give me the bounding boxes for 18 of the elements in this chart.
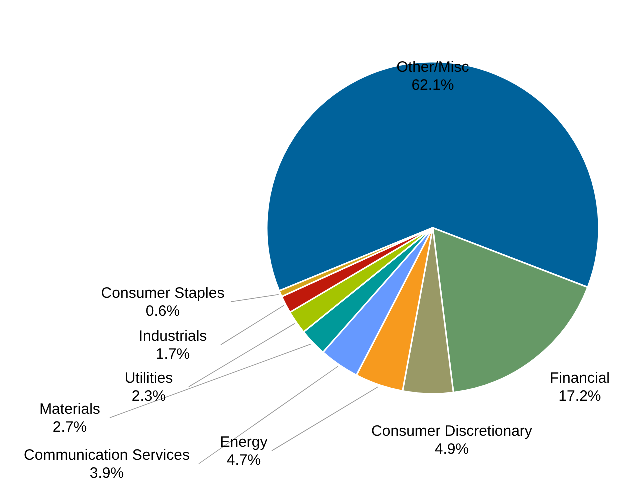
slice-label: Utilities	[124, 370, 174, 387]
slice-label: Industrials	[138, 328, 208, 345]
data-label: 1.7%	[156, 346, 190, 363]
data-label: 2.3%	[132, 388, 166, 405]
slice-label: Energy	[220, 434, 268, 451]
data-label: 0.6%	[146, 303, 180, 320]
slice-label: Communication Services	[24, 447, 190, 464]
slice-label: Other/Misc	[396, 59, 470, 76]
slice-label: Materials	[40, 401, 100, 418]
data-label: 4.7%	[226, 452, 262, 469]
data-label: 4.9%	[434, 441, 470, 458]
data-label: 2.7%	[52, 419, 88, 436]
data-label: 17.2%	[558, 388, 602, 405]
slice-label: Consumer Discretionary	[372, 423, 533, 440]
data-label: 62.1%	[412, 77, 454, 94]
slice-label: Consumer Staples	[101, 285, 225, 302]
data-label: 3.9%	[90, 465, 124, 482]
slice-label: Financial	[550, 370, 610, 387]
